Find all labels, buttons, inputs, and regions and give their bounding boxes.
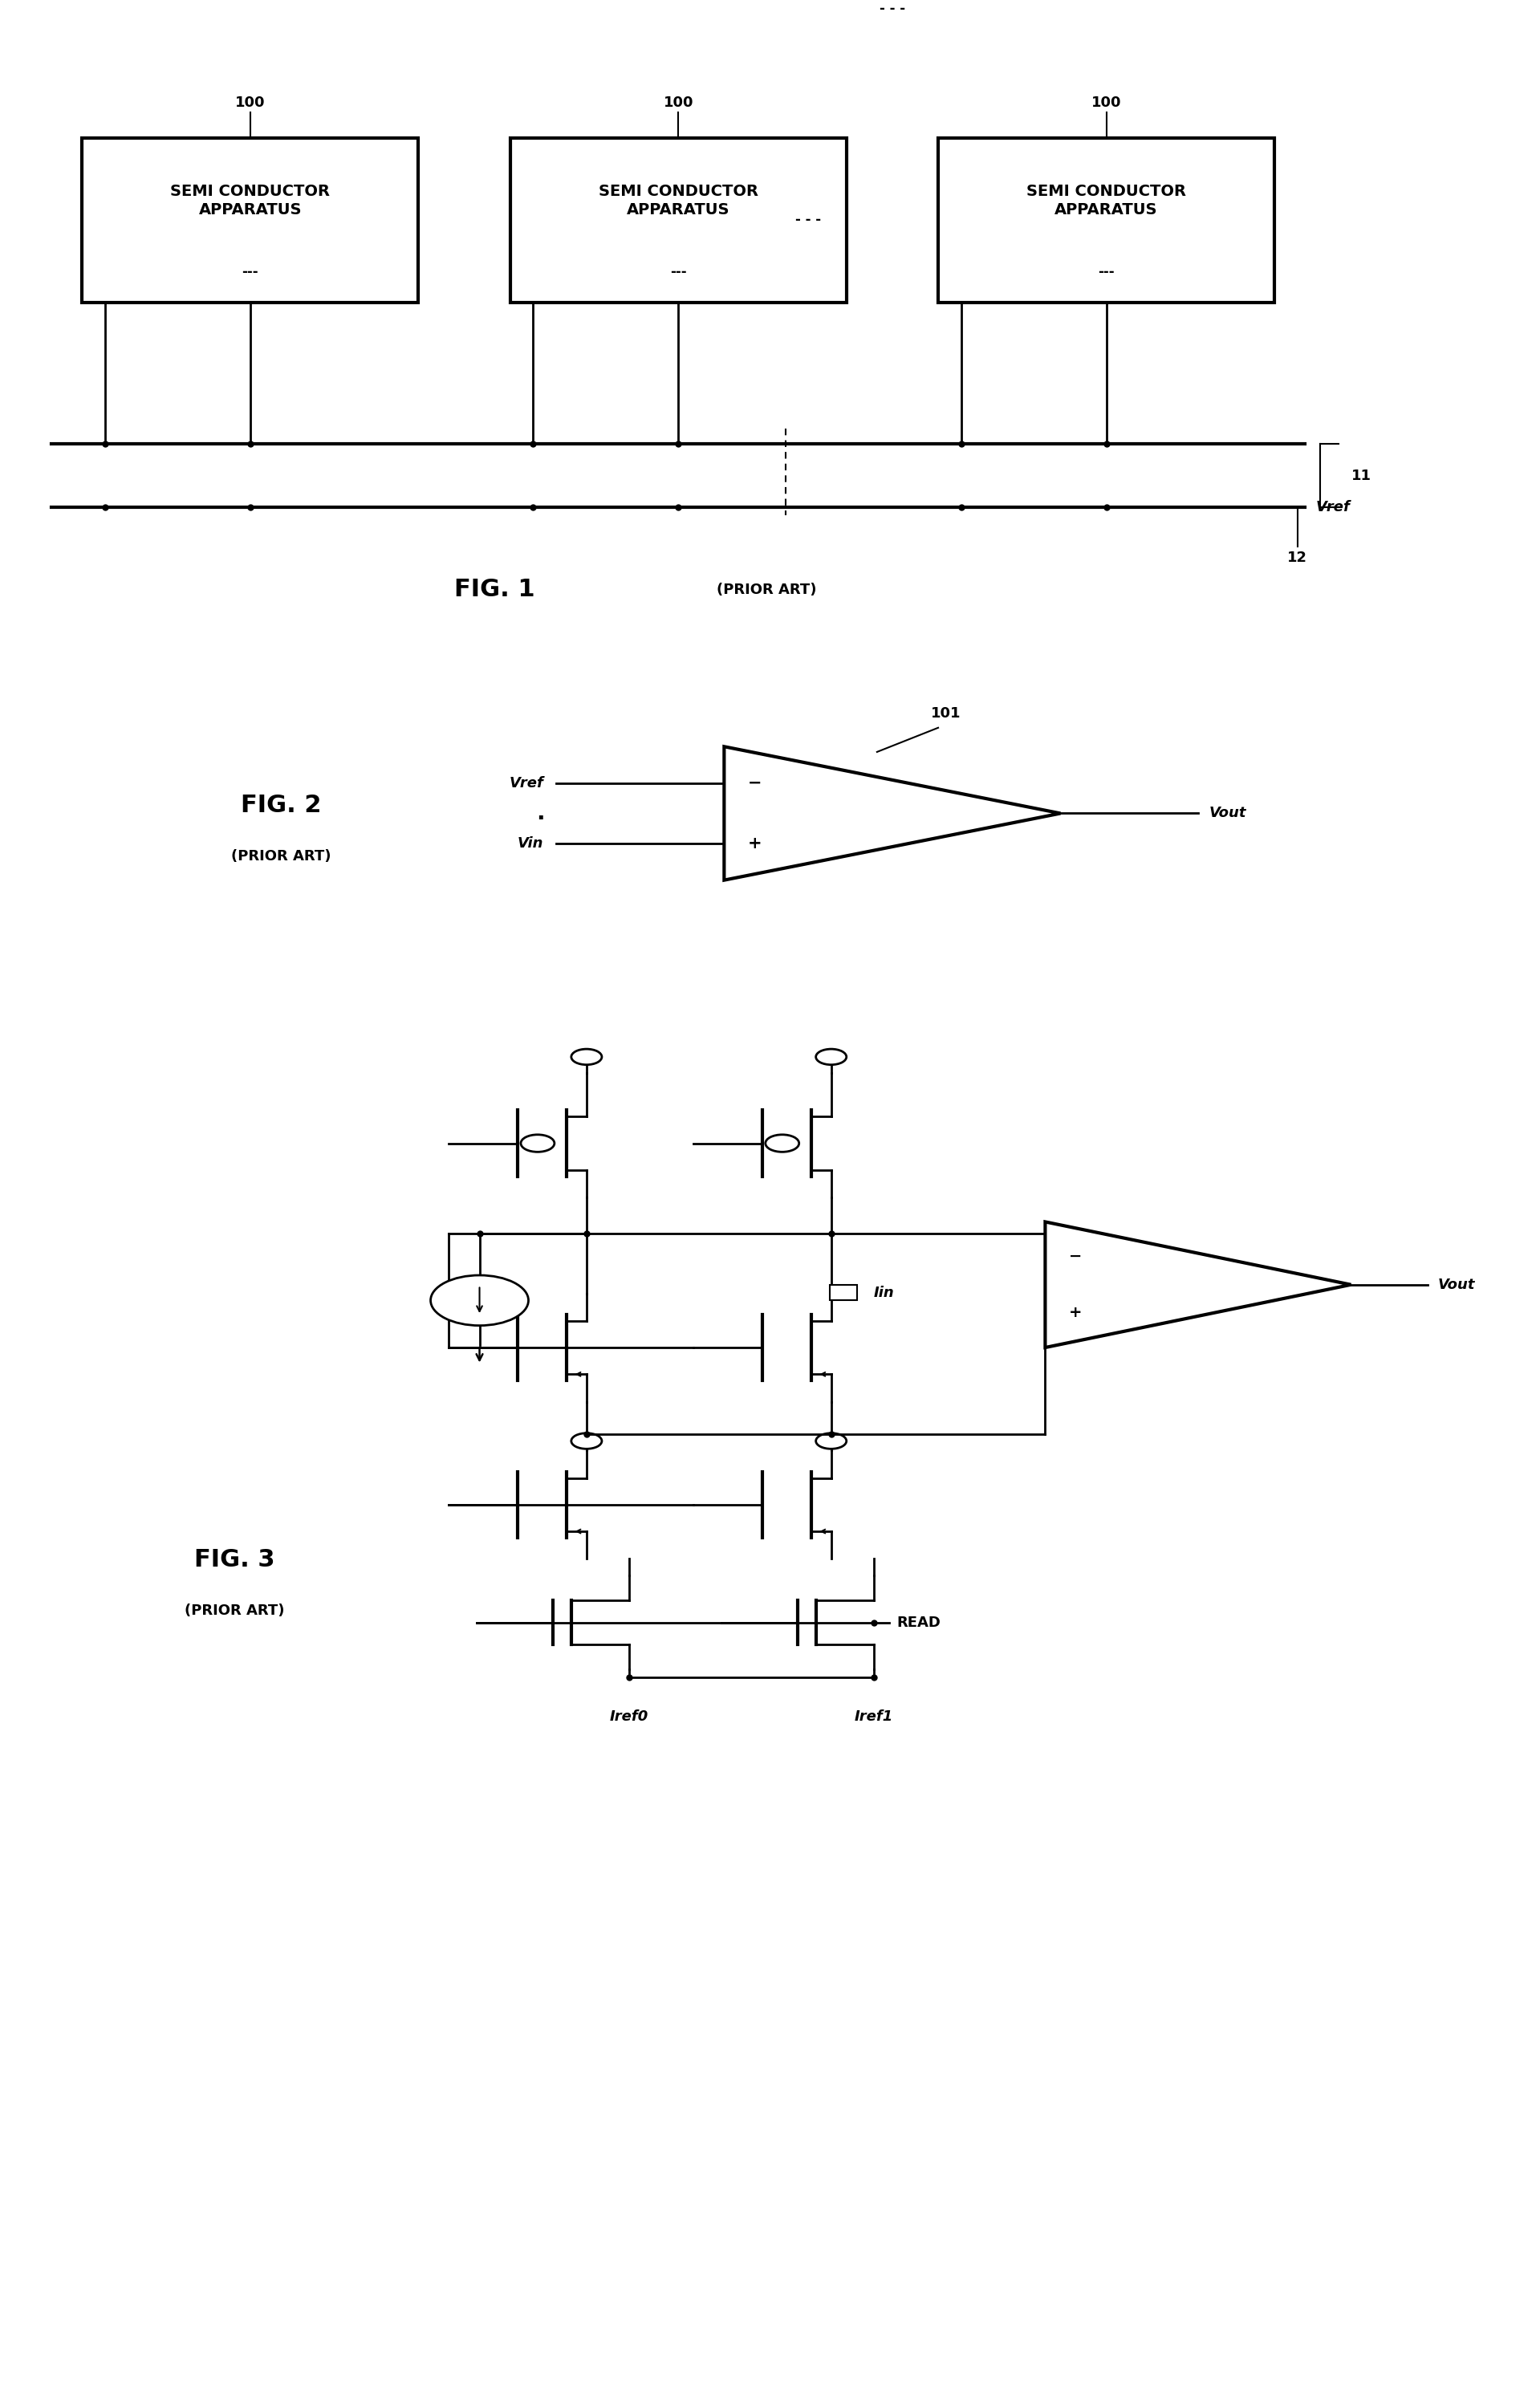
Text: 100: 100	[1092, 96, 1121, 110]
Text: Vref: Vref	[1315, 500, 1351, 514]
Bar	[938, 139, 1275, 304]
Text: .: .	[536, 803, 545, 825]
Text: 101: 101	[930, 707, 961, 722]
Text: Vout: Vout	[1438, 1279, 1475, 1293]
Text: ---: ---	[1098, 265, 1115, 280]
Text: 11: 11	[1351, 468, 1371, 483]
Text: Vout: Vout	[1209, 805, 1246, 820]
Text: −: −	[748, 774, 762, 791]
Text: ---: ---	[670, 265, 687, 280]
Circle shape	[765, 1135, 799, 1152]
Circle shape	[431, 1276, 528, 1326]
Text: Vref: Vref	[510, 777, 544, 791]
Text: 12: 12	[1287, 550, 1307, 566]
Text: +: +	[747, 836, 762, 851]
Text: 100: 100	[236, 96, 265, 110]
Text: FIG. 2: FIG. 2	[240, 793, 322, 817]
Text: Vin: Vin	[517, 836, 544, 851]
Text: Iref1: Iref1	[855, 1709, 893, 1723]
Bar	[510, 139, 847, 304]
Text: - - -: - - -	[879, 2, 906, 17]
Text: +: +	[1069, 1305, 1083, 1322]
Polygon shape	[1046, 1221, 1351, 1348]
Text: FIG. 3: FIG. 3	[194, 1549, 276, 1570]
Text: - - -: - - -	[795, 213, 821, 227]
Text: (PRIOR ART): (PRIOR ART)	[231, 848, 331, 863]
Text: SEMI CONDUCTOR
APPARATUS: SEMI CONDUCTOR APPARATUS	[1027, 184, 1186, 217]
Text: 100: 100	[664, 96, 693, 110]
Text: −: −	[1069, 1250, 1083, 1264]
Text: ---: ---	[242, 265, 259, 280]
Text: (PRIOR ART): (PRIOR ART)	[185, 1604, 285, 1618]
Text: (PRIOR ART): (PRIOR ART)	[716, 583, 816, 598]
Bar	[82, 139, 419, 304]
Text: READ: READ	[896, 1616, 941, 1630]
Text: Iin: Iin	[875, 1286, 895, 1300]
Text: SEMI CONDUCTOR
APPARATUS: SEMI CONDUCTOR APPARATUS	[599, 184, 758, 217]
Text: SEMI CONDUCTOR
APPARATUS: SEMI CONDUCTOR APPARATUS	[171, 184, 330, 217]
Circle shape	[521, 1135, 554, 1152]
Text: Iref0: Iref0	[610, 1709, 648, 1723]
Bar	[830, 1286, 858, 1300]
Text: FIG. 1: FIG. 1	[454, 578, 536, 602]
